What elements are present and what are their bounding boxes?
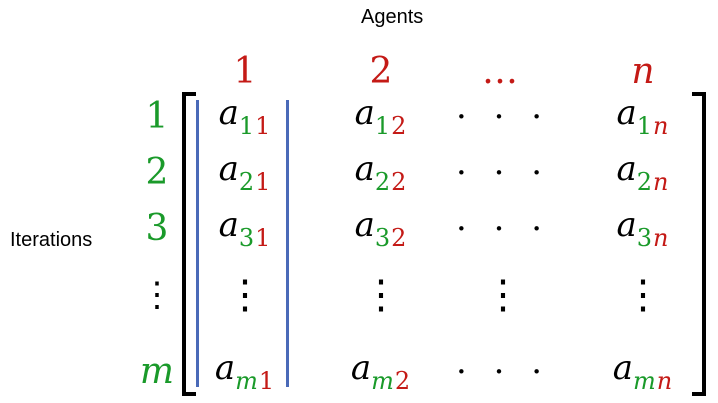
row-header-3: 3 bbox=[145, 208, 169, 249]
vertical-dots: ⋮ bbox=[623, 272, 663, 318]
subscript-column-index: 2 bbox=[391, 224, 408, 252]
subscript-column-index: n bbox=[656, 367, 674, 395]
subscript-column-index: n bbox=[653, 112, 670, 140]
entry-base: a bbox=[350, 348, 372, 388]
entry-base: a bbox=[214, 348, 236, 388]
entry-subscript: mn bbox=[633, 367, 673, 395]
entry-subscript: m2 bbox=[371, 367, 411, 395]
column-header-3: … bbox=[482, 51, 524, 92]
matrix-entry: a31 bbox=[219, 208, 272, 250]
horizontal-dots: · · · bbox=[455, 352, 551, 392]
entry-subscript: 22 bbox=[375, 168, 408, 196]
row-header-5: m bbox=[139, 351, 175, 392]
entry-subscript: 11 bbox=[239, 112, 272, 140]
rows-title: Iterations bbox=[10, 229, 93, 251]
subscript-row-index: m bbox=[371, 367, 395, 395]
subscript-column-index: n bbox=[653, 168, 670, 196]
matrix-entry: a3n bbox=[616, 208, 669, 250]
vertical-dots: ⋮ bbox=[225, 272, 265, 318]
entry-subscript: 31 bbox=[239, 224, 272, 252]
entry-subscript: m1 bbox=[235, 367, 275, 395]
subscript-column-index: 2 bbox=[394, 367, 412, 395]
entry-base: a bbox=[354, 205, 375, 245]
subscript-column-index: n bbox=[653, 224, 670, 252]
right-bracket bbox=[692, 92, 706, 396]
entry-base: a bbox=[218, 149, 239, 189]
left-bracket bbox=[182, 92, 196, 396]
entry-base: a bbox=[616, 149, 637, 189]
matrix-entry: amn bbox=[613, 351, 674, 393]
matrix-entry: a2n bbox=[616, 152, 669, 194]
entry-subscript: 1n bbox=[637, 112, 670, 140]
subscript-row-index: m bbox=[633, 367, 657, 395]
matrix-entry: a12 bbox=[355, 96, 408, 138]
entry-base: a bbox=[354, 93, 375, 133]
entry-base: a bbox=[612, 348, 634, 388]
row-header-1: 1 bbox=[145, 96, 169, 137]
column-header-1: 1 bbox=[233, 51, 257, 92]
matrix-entry: a11 bbox=[219, 96, 272, 138]
subscript-row-index: 1 bbox=[636, 112, 654, 140]
subscript-row-index: 3 bbox=[238, 224, 256, 252]
subscript-row-index: 3 bbox=[636, 224, 654, 252]
matrix-entry: am2 bbox=[351, 351, 411, 393]
entry-subscript: 12 bbox=[375, 112, 408, 140]
subscript-row-index: 2 bbox=[238, 168, 256, 196]
highlight-column-left-line bbox=[196, 100, 199, 387]
entry-subscript: 21 bbox=[239, 168, 272, 196]
subscript-column-index: 2 bbox=[391, 168, 408, 196]
column-header-4: n bbox=[631, 51, 655, 92]
row-header-4: ⋮ bbox=[140, 275, 174, 315]
subscript-row-index: 2 bbox=[636, 168, 654, 196]
subscript-column-index: 1 bbox=[255, 112, 272, 140]
entry-base: a bbox=[354, 149, 375, 189]
subscript-column-index: 1 bbox=[255, 224, 272, 252]
matrix-entry: a1n bbox=[616, 96, 669, 138]
subscript-row-index: 3 bbox=[374, 224, 392, 252]
matrix-entry: a21 bbox=[219, 152, 272, 194]
matrix-entry: am1 bbox=[215, 351, 275, 393]
entry-base: a bbox=[218, 205, 239, 245]
highlight-column-right-line bbox=[286, 100, 289, 387]
columns-title: Agents bbox=[361, 6, 424, 28]
column-header-2: 2 bbox=[369, 51, 393, 92]
vertical-dots: ⋮ bbox=[361, 272, 401, 318]
matrix-entry: a32 bbox=[355, 208, 408, 250]
vertical-dots: ⋮ bbox=[483, 272, 523, 318]
subscript-row-index: m bbox=[235, 367, 259, 395]
horizontal-dots: · · · bbox=[455, 209, 551, 249]
subscript-column-index: 1 bbox=[258, 367, 276, 395]
horizontal-dots: · · · bbox=[455, 97, 551, 137]
entry-base: a bbox=[616, 205, 637, 245]
entry-base: a bbox=[218, 93, 239, 133]
subscript-column-index: 2 bbox=[391, 112, 408, 140]
entry-base: a bbox=[616, 93, 637, 133]
subscript-row-index: 1 bbox=[374, 112, 392, 140]
subscript-row-index: 2 bbox=[374, 168, 392, 196]
row-header-2: 2 bbox=[145, 152, 169, 193]
entry-subscript: 3n bbox=[637, 224, 670, 252]
subscript-row-index: 1 bbox=[238, 112, 256, 140]
subscript-column-index: 1 bbox=[255, 168, 272, 196]
entry-subscript: 2n bbox=[637, 168, 670, 196]
matrix-entry: a22 bbox=[355, 152, 408, 194]
entry-subscript: 32 bbox=[375, 224, 408, 252]
horizontal-dots: · · · bbox=[455, 153, 551, 193]
